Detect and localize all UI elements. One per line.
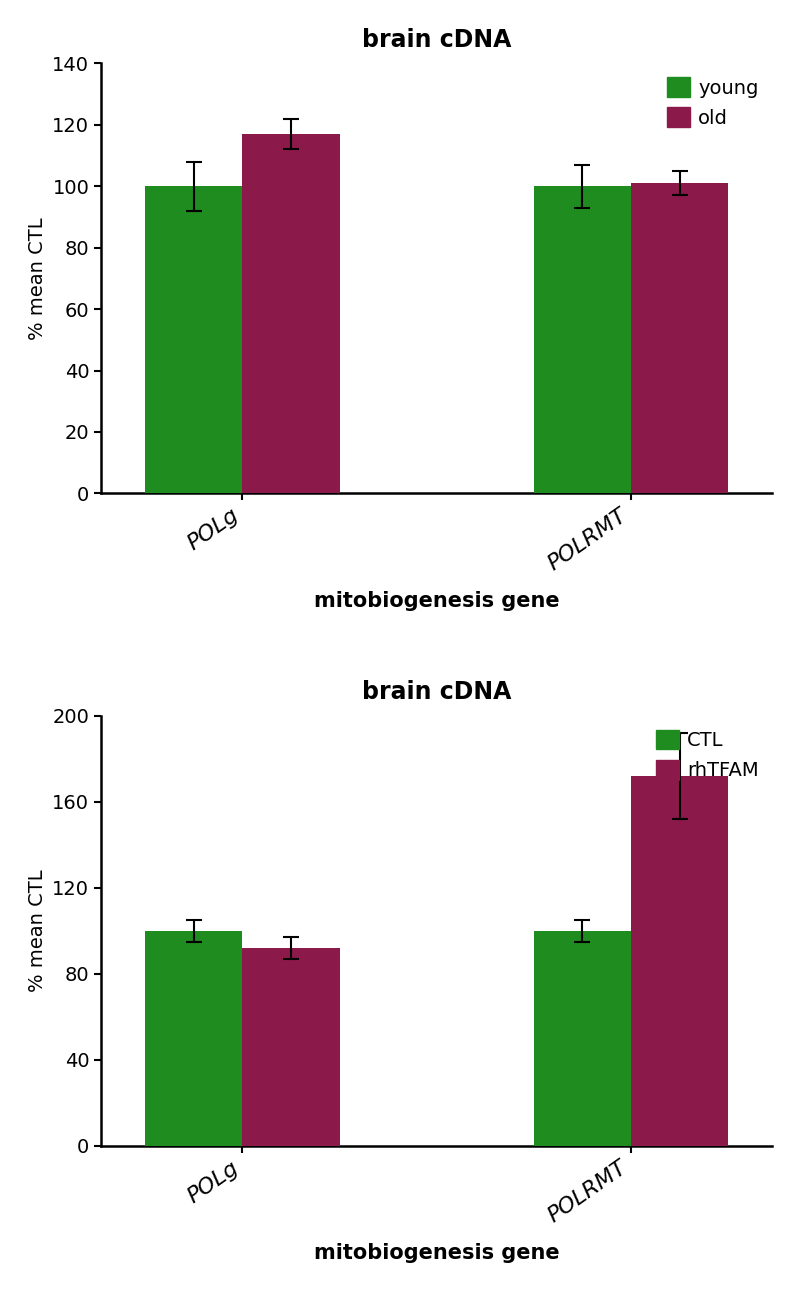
Bar xyxy=(242,134,339,493)
Y-axis label: % mean CTL: % mean CTL xyxy=(28,217,46,340)
Legend: CTL, rhTFAM: CTL, rhTFAM xyxy=(648,722,766,788)
Bar xyxy=(631,776,728,1146)
X-axis label: mitobiogenesis gene: mitobiogenesis gene xyxy=(314,591,559,611)
Bar xyxy=(146,931,242,1146)
Legend: young, old: young, old xyxy=(659,70,766,136)
Bar xyxy=(146,186,242,493)
Bar xyxy=(534,931,631,1146)
Title: brain cDNA: brain cDNA xyxy=(362,28,511,52)
Bar xyxy=(242,948,339,1146)
Bar xyxy=(534,186,631,493)
Title: brain cDNA: brain cDNA xyxy=(362,680,511,704)
X-axis label: mitobiogenesis gene: mitobiogenesis gene xyxy=(314,1243,559,1263)
Bar xyxy=(631,183,728,493)
Y-axis label: % mean CTL: % mean CTL xyxy=(28,870,46,993)
